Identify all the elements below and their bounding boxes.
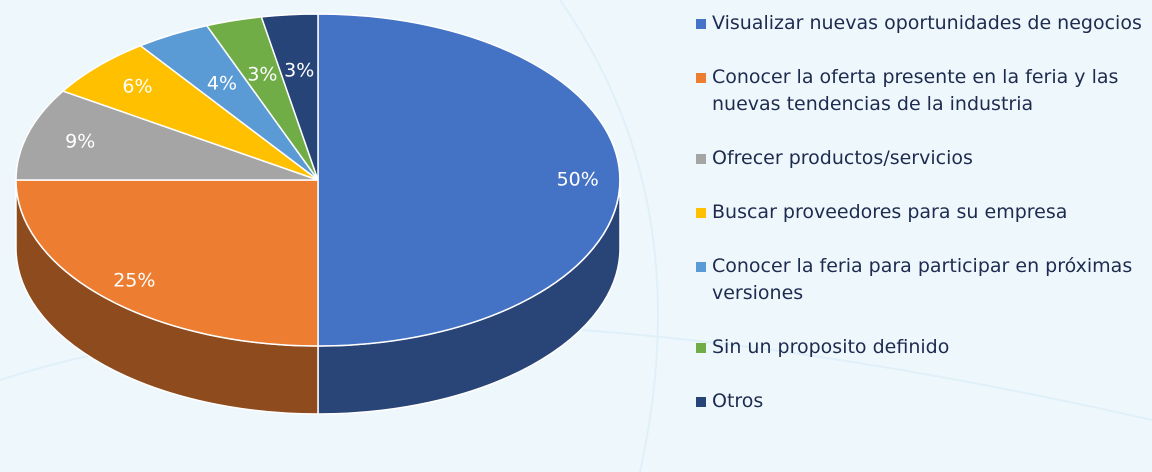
data-label: 4% (207, 72, 237, 94)
legend-label: Ofrecer productos/servicios (712, 147, 973, 169)
legend: Visualizar nuevas oportunidades de negoc… (696, 10, 1148, 415)
legend-label: Conocer la oferta presente en la feria y… (712, 66, 1119, 115)
legend-item: Ofrecer productos/servicios (696, 145, 1148, 172)
legend-swatch (696, 343, 706, 353)
legend-label: Otros (712, 390, 764, 412)
legend-swatch (696, 154, 706, 164)
legend-swatch (696, 262, 706, 272)
slice (260, 13, 319, 181)
legend-item: Sin un proposito definido (696, 334, 1148, 361)
data-label: 6% (122, 75, 152, 97)
legend-swatch (696, 208, 706, 218)
legend-label: Visualizar nuevas oportunidades de negoc… (712, 12, 1142, 34)
data-label: 3% (284, 59, 314, 81)
legend-item: Otros (696, 388, 1148, 415)
slice (317, 13, 621, 347)
slice (15, 90, 319, 181)
legend-label: Conocer la feria para participar en próx… (712, 255, 1133, 304)
legend-item: Visualizar nuevas oportunidades de negoc… (696, 10, 1148, 37)
data-label: 50% (557, 169, 599, 191)
legend-item: Buscar proveedores para su empresa (696, 199, 1148, 226)
data-label: 3% (247, 63, 277, 85)
legend-label: Buscar proveedores para su empresa (712, 201, 1068, 223)
legend-swatch (696, 19, 706, 29)
legend-swatch (696, 73, 706, 83)
legend-label: Sin un proposito definido (712, 336, 950, 358)
data-label: 25% (113, 269, 155, 291)
legend-swatch (696, 397, 706, 407)
data-label: 9% (65, 131, 95, 153)
slice (15, 179, 319, 347)
legend-item: Conocer la feria para participar en próx… (696, 253, 1148, 307)
legend-item: Conocer la oferta presente en la feria y… (696, 64, 1148, 118)
